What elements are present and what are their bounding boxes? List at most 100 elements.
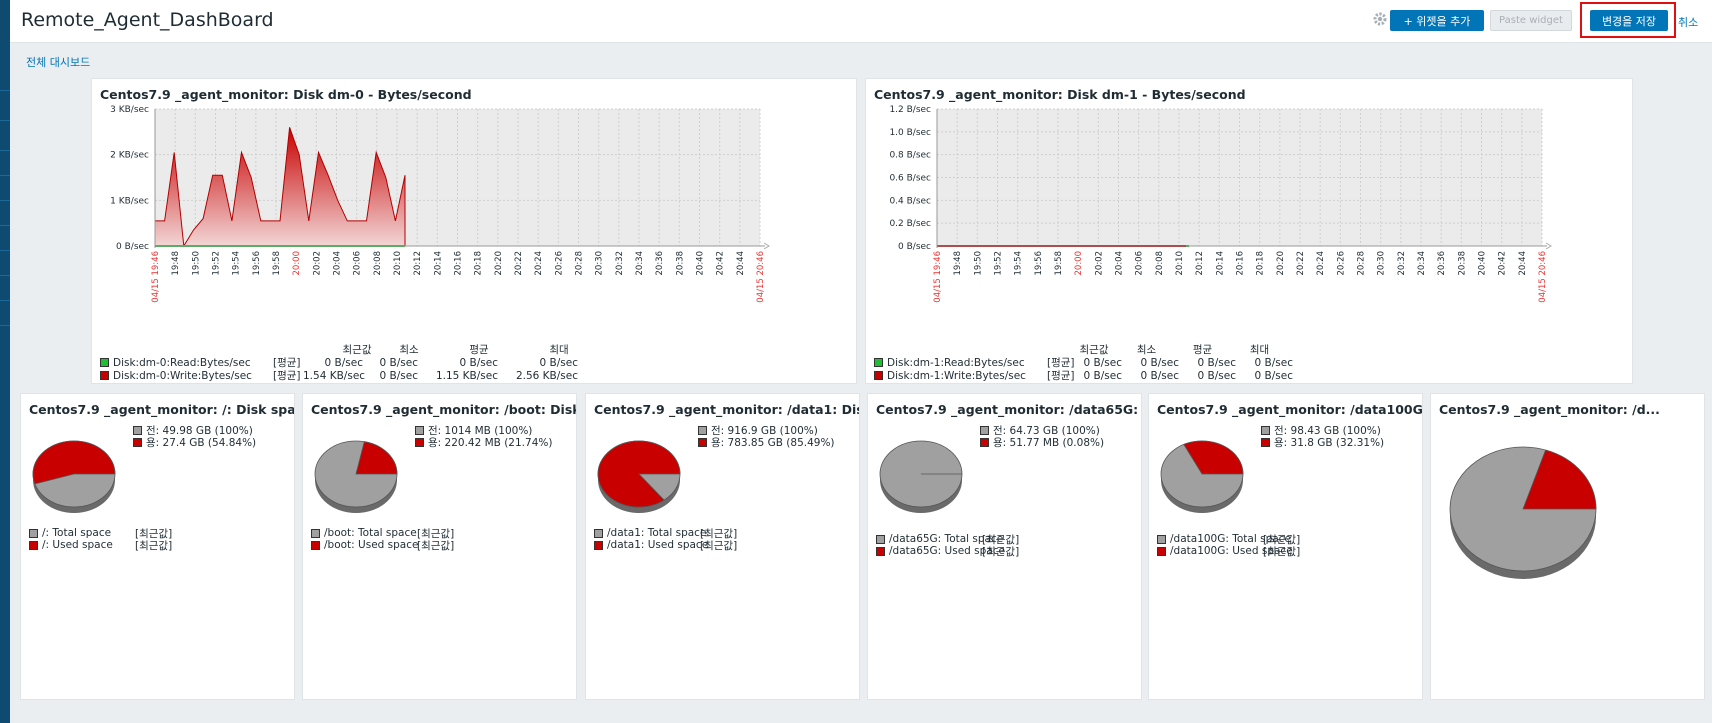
x-start-label: 04/15 19:46	[151, 251, 161, 303]
x-tick-label: 20:36	[655, 251, 665, 276]
pie-used-value: 용: 31.8 GB (32.31%)	[1274, 436, 1385, 449]
pie-total-value: 전: 1014 MB (100%)	[428, 424, 533, 437]
graph-widget-dm0[interactable]: Centos7.9 _agent_monitor: Disk dm-0 - By…	[91, 78, 857, 384]
legend-total-name: /data65G: Total space	[889, 533, 1004, 545]
x-tick-label: 20:44	[1518, 251, 1528, 276]
legend-used-name: /data100G: Used space	[1170, 545, 1293, 557]
legend-swatch	[876, 534, 885, 544]
pie-widget[interactable]: Centos7.9 _agent_monitor: /data1: Disk s…	[585, 393, 860, 700]
pie-used-value: 용: 51.77 MB (0.08%)	[993, 436, 1105, 449]
x-tick-label: 20:14	[1215, 251, 1225, 276]
legend-swatch	[874, 358, 883, 367]
pie-chart	[879, 440, 963, 513]
legend-swatch	[698, 425, 707, 435]
x-tick-label: 20:10	[1175, 251, 1185, 276]
pie-used-slice	[597, 440, 681, 508]
x-tick-label: 20:44	[736, 251, 746, 276]
x-axis-arrow	[1545, 242, 1552, 250]
legend-item: Disk:dm-1:Write:Bytes/sec [평균] 0 B/sec 0…	[874, 369, 1293, 382]
pie-bottom-legend: /data65G: Total space [최근값]/data65G: Used…	[876, 533, 1019, 558]
widget-title: Centos7.9 _agent_monitor: /data100G: Di.…	[1157, 402, 1423, 417]
widget-title: Centos7.9 _agent_monitor: /d...	[1439, 402, 1660, 417]
x-end-label: 04/15 20:46	[1538, 251, 1548, 303]
x-tick-label: 19:48	[171, 251, 181, 276]
graph-dm1-chart: 1.2 B/sec 1.0 B/sec 0.8 B/sec 0.6 B/sec 0.4 …	[889, 105, 1552, 303]
graph-legend: 최근값 최소 평균 최대 Disk:dm-0:Read:Bytes/sec [평…	[100, 343, 599, 382]
x-tick-label: 20:18	[474, 251, 484, 276]
legend-swatch	[876, 546, 885, 556]
x-tick-label: 19:56	[252, 251, 262, 276]
y-tick-label: 1.2 B/sec	[889, 105, 931, 115]
write-series-area	[154, 127, 406, 248]
x-tick-label: 20:22	[514, 251, 524, 276]
widget-title: Centos7.9 _agent_monitor: /boot: Disk sp…	[311, 402, 576, 417]
y-tick-label: 0.8 B/sec	[889, 151, 931, 161]
pie-widget[interactable]: Centos7.9 _agent_monitor: /boot: Disk sp…	[302, 393, 577, 700]
x-tick-label: 20:08	[373, 251, 383, 276]
pie-widget[interactable]: Centos7.9 _agent_monitor: /data65G: Dis.…	[867, 393, 1142, 700]
x-tick-label: 20:02	[1094, 251, 1104, 276]
pie-total-value: 전: 64.73 GB (100%)	[993, 424, 1100, 437]
x-tick-label: 19:48	[953, 251, 963, 276]
x-tick-label: 20:28	[575, 251, 585, 276]
pie-widget[interactable]: Centos7.9 _agent_monitor: /d...	[1430, 393, 1705, 700]
legend-header-avg: 평균	[469, 344, 489, 356]
x-tick-label: 20:42	[1498, 251, 1508, 276]
widget-title: Centos7.9 _agent_monitor: Disk dm-0 - By…	[100, 87, 472, 102]
x-tick-label: 20:00	[1074, 251, 1084, 276]
pie-total-value: 전: 49.98 GB (100%)	[146, 424, 253, 437]
pie-widget[interactable]: Centos7.9 _agent_monitor: /data100G: Di.…	[1148, 393, 1423, 700]
x-tick-label: 20:02	[312, 251, 322, 276]
legend-swatch	[133, 437, 142, 447]
y-tick-label: 1 KB/sec	[110, 196, 149, 206]
legend-func: [최근값]	[417, 539, 455, 552]
x-tick-label: 19:54	[232, 251, 242, 276]
paste-widget-button[interactable]: Paste widget	[1490, 10, 1572, 31]
x-tick-label: 20:26	[1336, 251, 1346, 276]
add-widget-button[interactable]: + 위젯을 추가	[1390, 10, 1484, 31]
pie-bottom-legend: /: Total space [최근값] /: Used space [최근값]	[29, 527, 173, 552]
x-tick-label: 20:16	[454, 251, 464, 276]
y-tick-label: 0.4 B/sec	[889, 196, 931, 206]
x-end-label: 04/15 20:46	[756, 251, 766, 303]
legend-header-last: 최근값	[342, 344, 372, 356]
x-tick-label: 20:24	[534, 251, 544, 276]
pie-chart	[1449, 446, 1597, 579]
y-tick-label: 2 KB/sec	[110, 151, 149, 161]
x-tick-label: 20:30	[595, 251, 605, 276]
cancel-link[interactable]: 취소	[1678, 16, 1699, 29]
x-tick-label: 20:14	[433, 251, 443, 276]
x-tick-label: 19:50	[191, 251, 201, 276]
pie-bottom-legend: /data100G: Total space [최근값]/data100G: Us…	[1157, 533, 1300, 558]
graph-widget-dm1[interactable]: Centos7.9 _agent_monitor: Disk dm-1 - By…	[865, 78, 1633, 384]
x-tick-label: 20:18	[1256, 251, 1266, 276]
pie-used-slice	[32, 440, 116, 485]
x-tick-label: 20:38	[675, 251, 685, 276]
sidebar	[0, 0, 10, 723]
legend-func: [최근값]	[135, 527, 173, 540]
legend-header-max: 최대	[549, 344, 569, 356]
legend-swatch	[594, 540, 603, 550]
legend-func: [최근값]	[135, 539, 173, 552]
x-tick-label: 19:54	[1014, 251, 1024, 276]
pie-widget[interactable]: Centos7.9 _agent_monitor: /: Disk space …	[20, 393, 295, 700]
legend-swatch	[29, 540, 38, 550]
pie-chart	[597, 440, 681, 513]
legend-swatch	[874, 371, 883, 380]
legend-header-min: 최소	[1136, 344, 1157, 356]
pie-top-legend: 전: 49.98 GB (100%) 용: 27.4 GB (54.84%)	[133, 424, 257, 449]
legend-swatch	[698, 437, 707, 447]
x-tick-label: 20:00	[292, 251, 302, 276]
gear-icon[interactable]	[1372, 11, 1388, 27]
save-changes-button[interactable]: 변경을 저장	[1590, 10, 1668, 31]
legend-swatch	[311, 528, 320, 538]
x-tick-label: 20:04	[1115, 251, 1125, 276]
x-start-label: 04/15 19:46	[933, 251, 943, 303]
legend-swatch	[1157, 534, 1166, 544]
breadcrumb[interactable]: 전체 대시보드	[26, 56, 91, 69]
y-tick-label: 0 B/sec	[116, 242, 149, 252]
x-tick-label: 19:52	[994, 251, 1004, 276]
x-tick-label: 20:06	[353, 251, 363, 276]
pie-used-value: 용: 27.4 GB (54.84%)	[146, 436, 257, 449]
